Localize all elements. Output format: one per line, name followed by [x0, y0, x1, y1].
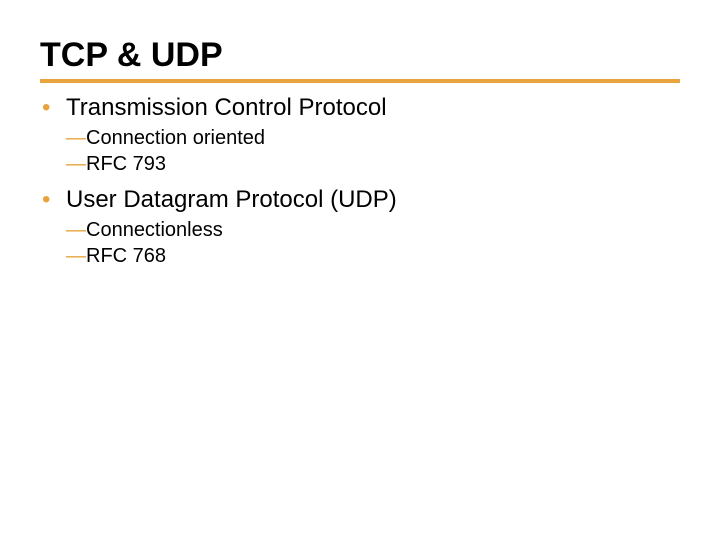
dash-icon: — [66, 151, 86, 177]
sub-item: — RFC 768 [66, 243, 680, 269]
sub-item: — RFC 793 [66, 151, 680, 177]
bullet-icon: • [42, 188, 66, 212]
dash-icon: — [66, 125, 86, 151]
bullet-text: User Datagram Protocol (UDP) [66, 185, 397, 215]
bullet-item: • User Datagram Protocol (UDP) [42, 185, 680, 215]
sub-item: — Connection oriented [66, 125, 680, 151]
sub-list: — Connectionless — RFC 768 [66, 217, 680, 269]
bullet-icon: • [42, 96, 66, 120]
sub-text: RFC 768 [86, 243, 166, 269]
sub-list: — Connection oriented — RFC 793 [66, 125, 680, 177]
dash-icon: — [66, 217, 86, 243]
sub-text: RFC 793 [86, 151, 166, 177]
dash-icon: — [66, 243, 86, 269]
sub-item: — Connectionless [66, 217, 680, 243]
slide-body: • Transmission Control Protocol — Connec… [40, 93, 680, 269]
title-underline [40, 79, 680, 83]
bullet-item: • Transmission Control Protocol [42, 93, 680, 123]
slide-title: TCP & UDP [40, 36, 680, 75]
slide: TCP & UDP • Transmission Control Protoco… [0, 0, 720, 540]
sub-text: Connection oriented [86, 125, 265, 151]
bullet-text: Transmission Control Protocol [66, 93, 387, 123]
sub-text: Connectionless [86, 217, 223, 243]
